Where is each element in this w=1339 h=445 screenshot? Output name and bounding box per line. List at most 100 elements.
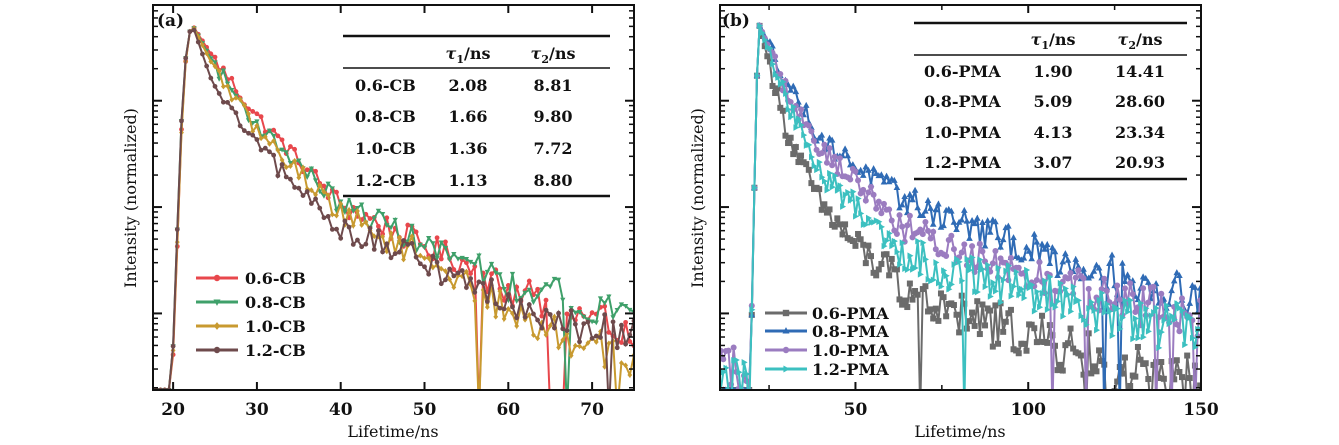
data-point: [1196, 284, 1201, 291]
panel-a-curves: [153, 25, 634, 390]
data-point: [447, 266, 453, 272]
data-point: [976, 240, 983, 247]
data-point: [915, 237, 922, 245]
data-point: [1142, 360, 1149, 367]
data-point: [984, 217, 991, 224]
data-point: [250, 128, 256, 135]
data-point: [325, 181, 331, 187]
data-point: [999, 236, 1007, 243]
data-point: [501, 306, 507, 312]
data-point: [744, 370, 751, 378]
data-point: [1090, 267, 1098, 274]
data-point: [254, 122, 260, 129]
data-point: [1161, 316, 1168, 324]
data-point: [589, 310, 595, 316]
data-point: [501, 316, 507, 322]
data-point: [1042, 277, 1049, 285]
tau-symbol: τ: [531, 44, 542, 63]
data-point: [551, 313, 557, 320]
data-point: [413, 229, 419, 235]
data-point: [1158, 328, 1165, 336]
data-point: [577, 339, 582, 345]
legend-item: 1.0-PMA: [765, 341, 889, 360]
data-point: [828, 136, 836, 143]
data-point: [958, 216, 966, 223]
data-point: [484, 269, 490, 275]
table-header-cell: τ1/ns: [446, 44, 491, 66]
table-row-label: 1.0-PMA: [924, 123, 1001, 142]
data-point: [1015, 264, 1022, 271]
data-point: [785, 106, 792, 113]
data-point: [930, 315, 937, 322]
data-point: [770, 60, 777, 68]
data-point: [1101, 275, 1108, 282]
data-point: [932, 206, 940, 213]
data-point: [959, 277, 966, 285]
data-point: [585, 340, 591, 346]
data-point: [961, 206, 968, 213]
data-point: [568, 308, 574, 313]
data-point: [1104, 300, 1111, 308]
data-point: [818, 206, 825, 213]
data-point: [1134, 296, 1142, 303]
data-point: [762, 36, 769, 44]
data-point: [966, 234, 973, 241]
data-point: [979, 301, 986, 308]
data-point: [1081, 316, 1088, 323]
data-point: [359, 222, 365, 228]
data-point: [1158, 290, 1165, 297]
data-point: [1023, 243, 1030, 250]
data-point: [818, 131, 826, 138]
data-point: [476, 253, 482, 259]
data-point: [927, 204, 934, 211]
data-point: [1068, 308, 1075, 315]
data-point: [355, 237, 360, 243]
table-cell: 14.41: [1115, 62, 1165, 81]
data-point: [878, 260, 885, 267]
data-point: [886, 206, 893, 213]
data-point: [992, 302, 999, 309]
data-point: [886, 230, 893, 237]
subscript: 1: [456, 53, 464, 66]
data-point: [1121, 285, 1128, 292]
data-point: [787, 99, 794, 106]
data-point: [212, 63, 218, 70]
data-point: [346, 224, 352, 230]
legend-label: 0.6-PMA: [812, 304, 889, 323]
data-point: [623, 341, 629, 347]
data-point: [819, 173, 826, 181]
data-point: [417, 252, 423, 259]
data-point: [875, 198, 882, 205]
data-point: [901, 193, 908, 200]
data-point: [1093, 261, 1100, 268]
data-point: [1134, 343, 1141, 350]
data-point: [1065, 291, 1072, 298]
data-point: [543, 282, 549, 288]
data-point: [262, 134, 268, 140]
data-point: [329, 186, 335, 192]
data-point: [1023, 347, 1030, 354]
data-point: [443, 239, 448, 245]
data-point: [810, 137, 817, 144]
data-point: [816, 158, 823, 166]
data-point: [464, 268, 469, 275]
data-point: [911, 186, 919, 193]
data-point: [212, 60, 218, 66]
data-point: [338, 201, 344, 207]
data-point: [922, 207, 929, 214]
data-point: [627, 372, 633, 378]
data-point: [380, 233, 386, 240]
data-point: [785, 140, 792, 147]
unit: /ns: [464, 44, 490, 63]
data-point: [967, 266, 974, 274]
data-point: [1125, 408, 1131, 414]
data-point: [859, 171, 867, 178]
data-point: [1107, 308, 1114, 315]
data-point: [788, 113, 795, 121]
data-point: [627, 332, 633, 338]
data-point: [321, 215, 327, 221]
table-cell: 28.60: [1115, 92, 1165, 111]
unit: /ns: [549, 44, 575, 63]
